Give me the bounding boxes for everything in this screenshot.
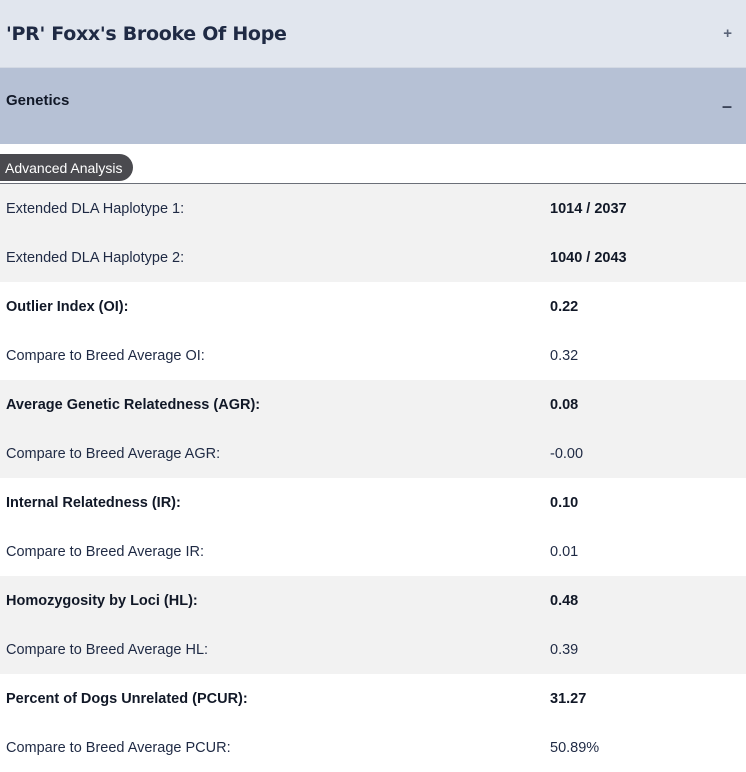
table-row: Compare to Breed Average AGR: -0.00 — [0, 429, 746, 478]
row-label: Extended DLA Haplotype 1: — [0, 184, 550, 233]
row-value: 0.01 — [550, 543, 579, 560]
row-label: Average Genetic Relatedness (AGR): — [0, 380, 550, 429]
tab-bar: Advanced Analysis — [0, 144, 746, 184]
row-value: 31.27 — [550, 690, 587, 707]
row-value: 0.10 — [550, 494, 579, 511]
row-value: 1040 / 2043 — [550, 233, 746, 282]
row-label: Extended DLA Haplotype 2: — [0, 233, 550, 282]
row-value: 0.39 — [550, 625, 746, 674]
row-value: 50.89% — [550, 739, 600, 756]
table-row: Compare to Breed Average HL: 0.39 — [0, 625, 746, 674]
row-label: Compare to Breed Average PCUR: — [6, 739, 231, 756]
row-value: -0.00 — [550, 429, 746, 478]
expand-plus-icon[interactable]: + — [723, 25, 732, 42]
row-label: Compare to Breed Average IR: — [6, 543, 205, 560]
row-label: Internal Relatedness (IR): — [6, 494, 181, 511]
table-row: Homozygosity by Loci (HL): 0.48 — [0, 576, 746, 625]
dog-name-title: 'PR' Foxx's Brooke Of Hope — [6, 22, 287, 45]
collapse-minus-icon[interactable]: – — [721, 95, 732, 116]
tab-advanced-analysis[interactable]: Advanced Analysis — [0, 154, 133, 181]
row-label: Compare to Breed Average HL: — [0, 625, 550, 674]
table-row: Outlier Index (OI): 0.22 — [0, 282, 746, 331]
genetics-section-header[interactable]: Genetics – — [0, 68, 746, 144]
table-row: Percent of Dogs Unrelated (PCUR): 31.27 — [0, 674, 746, 723]
table-row: Compare to Breed Average IR: 0.01 — [0, 527, 746, 576]
genetics-section-title: Genetics — [6, 91, 70, 109]
table-row: Average Genetic Relatedness (AGR): 0.08 — [0, 380, 746, 429]
genetics-table: Extended DLA Haplotype 1: 1014 / 2037 Ex… — [0, 184, 746, 772]
row-label: Outlier Index (OI): — [6, 298, 129, 315]
row-value: 1014 / 2037 — [550, 184, 746, 233]
table-row: Compare to Breed Average OI: 0.32 — [0, 331, 746, 380]
row-value: 0.32 — [550, 347, 579, 364]
table-row: Internal Relatedness (IR): 0.10 — [0, 478, 746, 527]
row-label: Compare to Breed Average OI: — [6, 347, 205, 364]
row-label: Compare to Breed Average AGR: — [0, 429, 550, 478]
table-row: Extended DLA Haplotype 1: 1014 / 2037 — [0, 184, 746, 233]
row-value: 0.08 — [550, 380, 746, 429]
row-label: Homozygosity by Loci (HL): — [0, 576, 550, 625]
dog-panel-header[interactable]: 'PR' Foxx's Brooke Of Hope + — [0, 0, 746, 68]
row-value: 0.22 — [550, 298, 579, 315]
table-row: Extended DLA Haplotype 2: 1040 / 2043 — [0, 233, 746, 282]
row-value: 0.48 — [550, 576, 746, 625]
table-row: Compare to Breed Average PCUR: 50.89% — [0, 723, 746, 772]
row-label: Percent of Dogs Unrelated (PCUR): — [6, 690, 248, 707]
